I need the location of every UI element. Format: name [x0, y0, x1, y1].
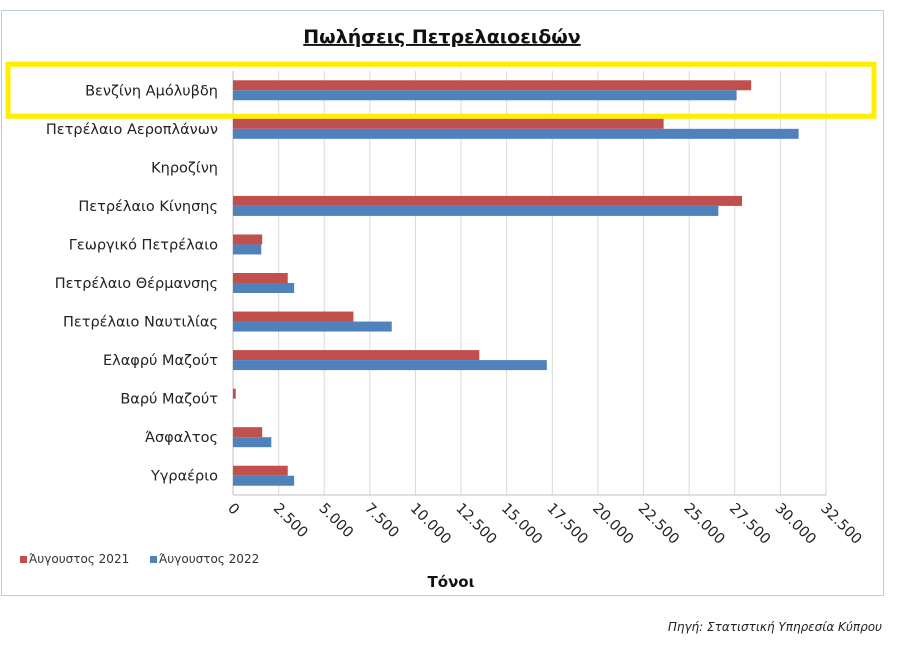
bar-2022	[233, 360, 547, 371]
category-labels: Βενζίνη Αμόλυβδη Πετρέλαιο Αεροπλάνων Κηρο…	[46, 83, 218, 484]
category-label: Πετρέλαιο Ναυτιλίας	[63, 315, 218, 331]
x-tick-label: 20.000	[589, 501, 636, 548]
x-tick-label: 27.500	[726, 501, 773, 548]
legend: Άυγουστος 2021 Άυγουστος 2022	[20, 552, 259, 566]
category-label: Βενζίνη Αμόλυβδη	[85, 83, 218, 99]
x-tick-label: 7.500	[361, 501, 402, 542]
source-note: Πηγή: Στατιστική Υπηρεσία Κύπρου	[667, 620, 882, 634]
highlight-box	[5, 61, 877, 119]
bar-2022	[233, 90, 737, 101]
x-tick-label: 15.000	[498, 501, 545, 548]
sales-bar-chart: Πωλήσεις Πετρελαιοειδών Βενζίνη Αμόλυβδη…	[5, 26, 877, 591]
x-tick-label: 32.500	[817, 501, 864, 548]
bar-2021	[233, 118, 664, 129]
category-label: Γεωργικό Πετρέλαιο	[69, 237, 218, 253]
category-label: Βαρύ Μαζούτ	[120, 392, 218, 408]
bar-2021	[233, 195, 743, 206]
grid-layer	[232, 71, 827, 496]
bar-2022	[233, 437, 272, 448]
x-tick-label: 22.500	[635, 501, 682, 548]
x-tick-label: 12.500	[452, 501, 499, 548]
bar-2022	[233, 283, 295, 293]
category-label: Κηροζίνη	[151, 160, 218, 176]
bars-layer	[233, 80, 799, 486]
x-tick-label: 0	[224, 501, 242, 519]
category-label: Πετρέλαιο Κίνησης	[78, 199, 218, 215]
x-tick-label: 5.000	[315, 501, 356, 542]
category-label: Άσφαλτος	[145, 430, 218, 446]
bar-2021	[233, 234, 263, 245]
category-label: Πετρέλαιο Αεροπλάνων	[46, 122, 218, 138]
category-label: Πετρέλαιο Θέρμανσης	[55, 276, 218, 292]
x-tick-label: 17.500	[543, 501, 590, 548]
category-label: Υγραέριο	[150, 469, 218, 485]
x-tick-labels: 0 2.500 5.000 7.500 10.00012.50015.00017.500…	[224, 501, 864, 548]
x-tick-label: 25.000	[680, 501, 727, 548]
bar-2021	[233, 427, 263, 438]
bar-2022	[233, 475, 295, 486]
x-tick-label: 10.000	[407, 501, 454, 548]
bar-2022	[233, 205, 719, 216]
bar-2021	[233, 350, 480, 361]
bar-2022	[233, 244, 262, 255]
bar-2022	[233, 128, 799, 139]
x-axis-label: Τόνοι	[428, 573, 475, 591]
chart-title: Πωλήσεις Πετρελαιοειδών	[303, 26, 580, 48]
chart-frame: Πωλήσεις Πετρελαιοειδών Βενζίνη Αμόλυβδη…	[1, 10, 884, 596]
legend-swatch	[150, 556, 157, 563]
legend-label: Άυγουστος 2022	[159, 552, 259, 566]
bar-2021	[233, 388, 236, 399]
category-label: Ελαφρύ Μαζούτ	[103, 353, 218, 369]
legend-label: Άυγουστος 2021	[29, 552, 129, 566]
x-tick-label: 2.500	[270, 501, 311, 542]
bar-2021	[233, 273, 288, 283]
highlight-layer	[5, 61, 877, 119]
legend-swatch	[20, 556, 27, 563]
x-tick-label: 30.000	[772, 501, 819, 548]
bar-2022	[233, 321, 392, 332]
bar-2021	[233, 80, 752, 91]
bar-2021	[233, 311, 354, 322]
bar-2021	[233, 465, 288, 476]
